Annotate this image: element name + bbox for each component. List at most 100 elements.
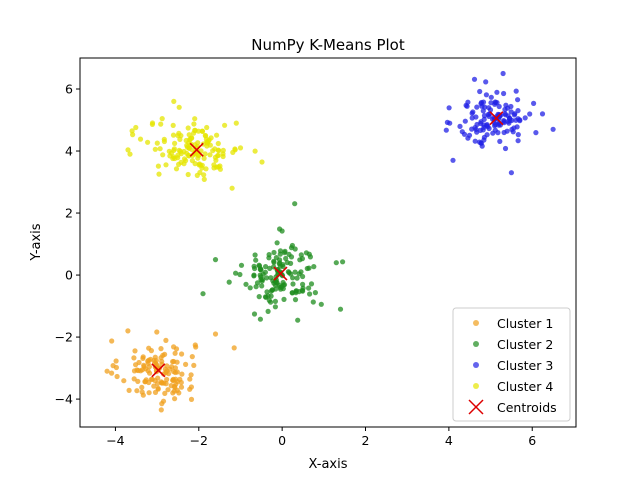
data-point — [277, 260, 283, 266]
data-point — [170, 122, 176, 128]
data-point — [312, 290, 318, 296]
data-point — [131, 355, 137, 361]
data-point — [251, 272, 257, 278]
data-point — [159, 380, 165, 386]
data-point — [271, 249, 277, 256]
data-point — [284, 259, 290, 266]
data-point — [199, 162, 205, 168]
data-point — [483, 79, 489, 85]
data-point — [163, 381, 169, 387]
data-point — [473, 114, 479, 120]
data-point — [171, 344, 177, 350]
data-point — [131, 376, 137, 382]
legend-label-centroids: Centroids — [497, 400, 557, 415]
data-point — [259, 283, 265, 289]
data-point — [134, 367, 140, 373]
data-point — [550, 126, 556, 132]
data-point — [508, 170, 514, 176]
data-point — [508, 109, 514, 115]
x-axis-label: X-axis — [309, 457, 348, 472]
data-point — [192, 116, 198, 122]
data-point — [505, 105, 511, 111]
data-point — [159, 401, 165, 407]
data-point — [159, 116, 165, 122]
data-point — [147, 370, 153, 376]
data-point — [515, 138, 521, 144]
y-axis: −4 −2 0 2 4 6 — [55, 82, 80, 407]
data-point — [187, 386, 193, 392]
data-point — [252, 265, 258, 272]
data-point — [501, 118, 507, 124]
data-point — [471, 76, 478, 82]
data-point — [308, 281, 315, 287]
data-point — [494, 89, 500, 95]
data-point — [145, 358, 151, 364]
data-point — [446, 105, 452, 111]
legend-marker-cluster-4 — [473, 383, 479, 389]
data-point — [193, 344, 199, 350]
data-point — [290, 275, 296, 281]
legend-label-cluster-2: Cluster 2 — [497, 337, 553, 352]
data-point — [457, 123, 463, 129]
data-point — [444, 119, 450, 125]
data-point — [290, 281, 296, 287]
data-point — [257, 266, 263, 273]
legend-marker-cluster-3 — [473, 362, 479, 368]
data-point — [183, 137, 189, 144]
data-point — [160, 152, 166, 158]
data-point — [158, 346, 164, 352]
data-point — [265, 308, 271, 314]
y-tick-label: 4 — [65, 144, 73, 159]
plot-frame — [79, 57, 577, 428]
data-point — [472, 138, 478, 144]
data-point — [285, 269, 291, 275]
data-point — [170, 132, 177, 138]
data-point — [484, 122, 490, 128]
data-point — [145, 139, 151, 145]
data-point — [222, 122, 228, 128]
data-point — [297, 257, 303, 263]
data-point — [513, 88, 519, 94]
data-point — [333, 260, 339, 266]
data-point — [188, 372, 194, 378]
data-point — [310, 299, 316, 305]
data-point — [233, 120, 239, 126]
y-axis-label: Y-axis — [29, 223, 44, 261]
data-point — [277, 226, 283, 232]
data-point — [282, 250, 288, 256]
data-point — [288, 254, 295, 260]
data-point — [292, 201, 298, 207]
data-point — [252, 252, 258, 258]
data-point — [152, 378, 158, 384]
data-point — [260, 276, 266, 283]
chart-title: NumPy K-Means Plot — [251, 36, 405, 54]
data-point — [262, 294, 269, 300]
data-point — [139, 389, 145, 395]
data-point — [214, 132, 220, 138]
data-point — [109, 338, 115, 344]
data-point — [201, 172, 207, 178]
data-point — [212, 331, 219, 337]
data-point — [185, 171, 191, 178]
data-point — [462, 118, 468, 124]
data-point — [134, 388, 140, 394]
data-point — [274, 240, 280, 246]
data-point — [170, 155, 176, 162]
y-tick-label: −2 — [55, 330, 73, 345]
data-point — [164, 368, 170, 374]
series-4 — [125, 98, 265, 191]
data-point — [277, 251, 283, 257]
data-point — [311, 264, 317, 270]
data-point — [510, 129, 516, 135]
data-point — [164, 376, 170, 383]
data-point — [146, 390, 152, 396]
data-point — [188, 396, 195, 402]
data-point — [208, 135, 214, 141]
data-point — [492, 127, 498, 133]
data-point — [280, 263, 286, 270]
series-1 — [104, 328, 237, 413]
data-point — [176, 104, 182, 110]
data-point — [264, 289, 270, 295]
data-point — [271, 259, 277, 265]
data-point — [237, 271, 243, 278]
